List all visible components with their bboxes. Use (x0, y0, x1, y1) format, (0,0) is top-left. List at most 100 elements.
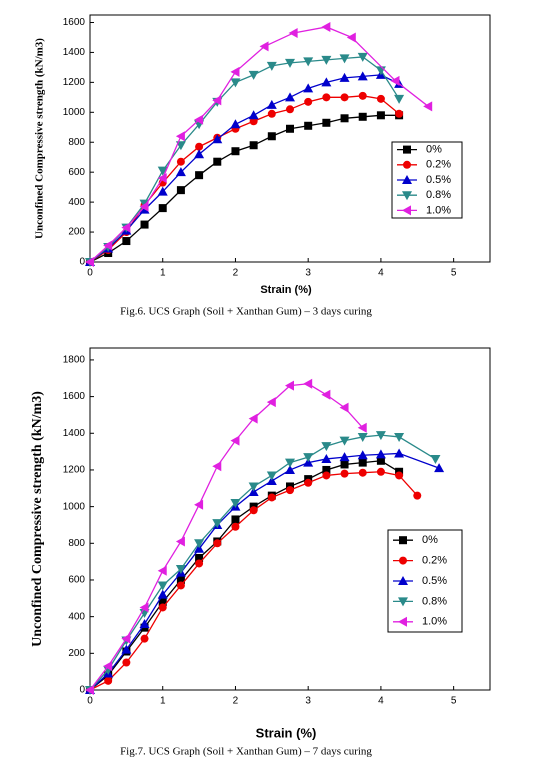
legend-label: 0.8% (422, 595, 447, 607)
y-tick-label: 400 (68, 197, 85, 208)
marker (375, 431, 386, 441)
series-line (89, 74, 400, 263)
y-tick-label: 600 (68, 575, 85, 586)
marker (321, 453, 332, 463)
marker (285, 458, 295, 468)
marker (231, 522, 240, 531)
marker (357, 71, 368, 81)
y-tick-label: 0 (79, 685, 85, 696)
marker (357, 52, 368, 62)
marker (213, 157, 222, 166)
marker (175, 564, 186, 574)
marker (230, 66, 240, 77)
marker (157, 166, 168, 176)
marker (402, 191, 412, 201)
marker (121, 222, 131, 233)
marker (395, 471, 404, 480)
marker (231, 147, 240, 156)
marker (267, 132, 276, 141)
marker (375, 449, 386, 459)
x-tick-label: 1 (160, 268, 166, 279)
marker (157, 581, 168, 591)
marker (175, 167, 186, 177)
marker (139, 602, 149, 613)
marker (304, 121, 313, 130)
marker (303, 57, 314, 67)
legend-label: 1.0% (422, 616, 447, 628)
marker (376, 467, 385, 476)
marker (340, 460, 349, 469)
marker (195, 553, 204, 562)
marker (249, 506, 258, 515)
y-tick-label: 1400 (63, 428, 86, 439)
marker (194, 149, 205, 159)
marker (322, 93, 331, 102)
marker (195, 171, 204, 180)
marker (285, 58, 295, 68)
y-tick-label: 200 (68, 648, 85, 659)
marker (434, 463, 445, 473)
legend-label: 0.5% (426, 174, 451, 186)
marker (266, 475, 277, 485)
marker (375, 66, 386, 76)
legend-label: 1.0% (426, 204, 451, 216)
marker (266, 99, 277, 109)
marker (213, 539, 222, 548)
marker (104, 676, 113, 685)
marker (194, 543, 205, 553)
caption: Fig.7. UCS Graph (Soil + Xanthan Gum) – … (120, 746, 372, 758)
series-line (89, 452, 440, 691)
marker (122, 658, 131, 667)
legend-label: 0.2% (426, 159, 451, 171)
marker (175, 536, 185, 547)
marker (286, 124, 294, 133)
marker (395, 109, 404, 118)
marker (157, 186, 168, 196)
marker (194, 499, 204, 510)
marker (358, 458, 367, 467)
y-tick-label: 1000 (63, 107, 86, 118)
marker (376, 456, 385, 465)
y-tick-label: 400 (68, 611, 85, 622)
x-tick-label: 5 (451, 696, 457, 707)
marker (304, 97, 313, 106)
x-axis-label: Strain (%) (256, 725, 317, 740)
y-tick-label: 600 (68, 167, 85, 178)
marker (176, 157, 185, 166)
marker (230, 78, 241, 88)
legend-label: 0% (426, 144, 442, 156)
marker (285, 92, 295, 102)
marker (85, 685, 94, 695)
y-tick-label: 1400 (63, 47, 86, 58)
marker (376, 111, 385, 120)
marker (430, 454, 441, 464)
marker (194, 114, 204, 125)
marker (176, 575, 185, 584)
marker (339, 436, 350, 446)
marker (403, 145, 411, 154)
marker (402, 175, 412, 184)
marker (321, 55, 332, 65)
marker (140, 634, 149, 643)
plot-frame (89, 14, 491, 263)
marker (399, 536, 407, 545)
y-tick-label: 800 (68, 538, 85, 549)
marker (248, 486, 259, 496)
marker (402, 205, 411, 216)
marker (103, 240, 113, 251)
marker (357, 422, 367, 433)
marker (121, 633, 131, 644)
marker (157, 565, 167, 576)
marker (248, 413, 258, 424)
y-tick-label: 1000 (63, 501, 86, 512)
marker (358, 91, 367, 100)
legend-label: 0.2% (422, 555, 447, 567)
marker (267, 109, 276, 118)
marker (339, 402, 349, 413)
marker (286, 105, 294, 114)
marker (339, 72, 350, 82)
marker (230, 435, 240, 446)
marker (303, 453, 314, 463)
marker (340, 469, 349, 478)
